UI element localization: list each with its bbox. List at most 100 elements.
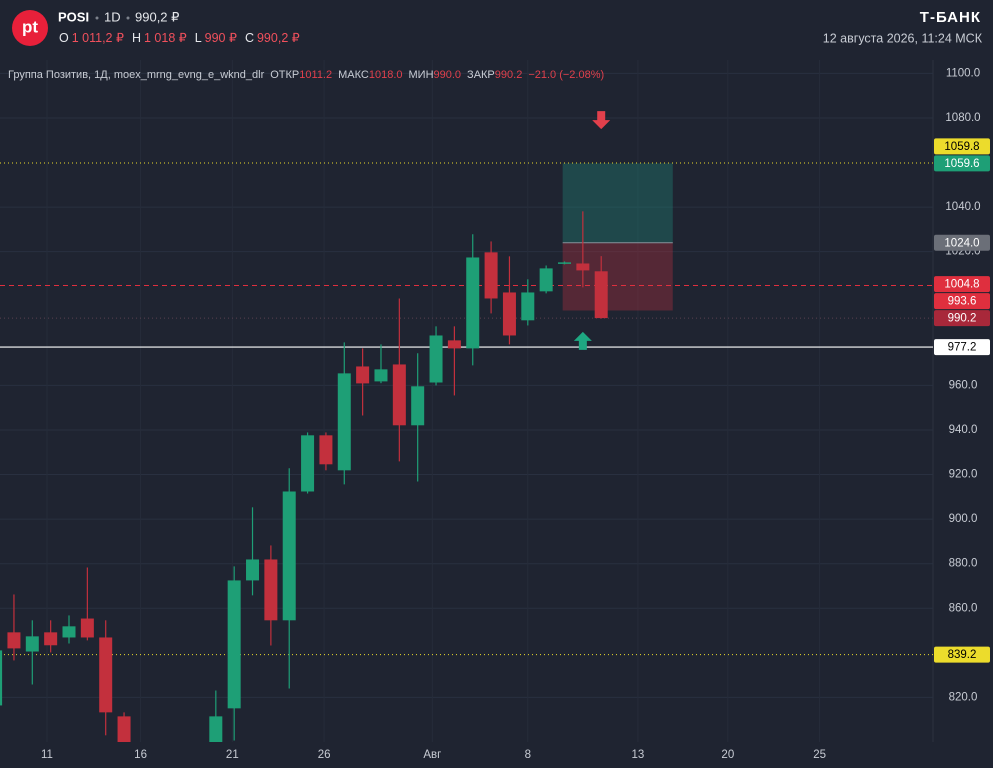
plot — [0, 60, 933, 742]
legend: Группа Позитив, 1Д, moex_mrng_evng_e_wkn… — [8, 69, 604, 81]
y-tick-label: 860.0 — [949, 602, 978, 614]
candle-body — [99, 637, 113, 713]
x-tick-label: 16 — [134, 749, 147, 761]
x-tick-label: 20 — [721, 749, 734, 761]
candle-body — [429, 335, 443, 383]
legend-label: ЗАКР — [467, 69, 495, 81]
price-label-bg — [934, 646, 990, 663]
legend-value: 990.2 — [495, 69, 523, 81]
y-tick-label: 1040.0 — [945, 201, 980, 213]
candle-body — [502, 292, 516, 336]
x-tick-label: 11 — [41, 749, 53, 761]
y-tick-label: 900.0 — [949, 513, 978, 525]
logo-text: pt — [22, 17, 38, 36]
separator — [126, 16, 130, 20]
price-label-bg — [934, 276, 990, 293]
candle-body — [246, 559, 260, 581]
candle-body — [319, 435, 333, 465]
y-tick-label: 820.0 — [949, 691, 978, 703]
candle-body — [44, 632, 58, 646]
ohlc-label: L — [195, 31, 202, 45]
candle-body — [227, 580, 241, 709]
candle-body — [392, 364, 406, 426]
price-label: 993.6 — [948, 296, 977, 308]
x-tick-label: Авг — [423, 749, 441, 761]
candle-body — [594, 271, 608, 319]
interval: 1D — [104, 9, 121, 24]
ohlc-label: O — [59, 31, 69, 45]
candle-body — [447, 340, 461, 349]
legend-label: МИН — [409, 69, 434, 81]
candle-body — [7, 632, 21, 649]
x-tick-label: 21 — [226, 749, 239, 761]
price-label-bg — [934, 339, 990, 356]
stop-zone — [562, 242, 673, 311]
price-label: 839.2 — [948, 649, 977, 661]
candle-body — [539, 268, 553, 292]
ohlc-value: 990,2 ₽ — [257, 31, 300, 45]
price-label-bg — [934, 155, 990, 172]
candle-body — [521, 292, 535, 321]
legend-label: МАКС — [338, 69, 369, 81]
y-tick-label: 920.0 — [949, 469, 978, 481]
candle-body — [80, 618, 94, 638]
y-tick-label: 1080.0 — [945, 112, 980, 124]
price-label-bg — [934, 138, 990, 155]
target-zone — [562, 163, 673, 243]
candle-body — [484, 252, 498, 299]
y-tick-label: 1100.0 — [946, 67, 980, 79]
candle-body — [557, 262, 571, 264]
candle-body — [62, 626, 76, 638]
legend-value: 1018.0 — [369, 69, 403, 81]
candle-body — [301, 435, 315, 492]
brand: Т-БАНК — [920, 9, 981, 26]
y-tick-label: 940.0 — [949, 424, 978, 436]
ohlc-label: H — [132, 31, 141, 45]
ohlc-value: 1 011,2 ₽ — [72, 31, 124, 45]
datetime: 12 августа 2026, 11:24 МСК — [823, 31, 983, 45]
price-label: 977.2 — [948, 342, 977, 354]
candle-body — [209, 716, 223, 742]
price-label: 1059.6 — [944, 158, 979, 170]
price: 990,2 ₽ — [135, 9, 179, 24]
candle-body — [576, 263, 590, 271]
candle-body — [264, 559, 278, 621]
price-label-bg — [934, 293, 990, 310]
x-tick-label: 13 — [632, 749, 645, 761]
candle-body — [374, 369, 388, 382]
price-label-bg — [934, 234, 990, 251]
candle-body — [0, 650, 3, 706]
candle-body — [117, 716, 131, 742]
x-tick-label: 26 — [318, 749, 331, 761]
x-tick-label: 25 — [813, 749, 826, 761]
ohlc-value: 1 018 ₽ — [144, 31, 187, 45]
candle-body — [337, 373, 351, 471]
ohlc-value: 990 ₽ — [205, 31, 237, 45]
signal-arrow — [573, 331, 592, 350]
candle-body — [466, 257, 480, 349]
price-label: 990.2 — [948, 313, 977, 325]
signal-arrow — [592, 111, 611, 130]
legend-value: 1011.2 — [299, 69, 332, 81]
x-tick-label: 8 — [525, 749, 531, 761]
ohlc-label: C — [245, 31, 254, 45]
y-tick-label: 880.0 — [949, 558, 978, 570]
price-label: 1059.8 — [944, 141, 979, 153]
legend-change: −21.0 (−2.08%) — [528, 69, 604, 81]
separator — [95, 16, 99, 20]
price-label: 1004.8 — [944, 279, 979, 291]
candle-body — [282, 491, 296, 621]
price-label: 1024.0 — [944, 237, 979, 249]
legend-label: ОТКР — [270, 69, 299, 81]
legend-value: 990.0 — [434, 69, 462, 81]
ticker: POSI — [58, 9, 89, 24]
y-tick-label: 960.0 — [949, 379, 978, 391]
logo — [12, 10, 48, 46]
legend-name: Группа Позитив, 1Д, moex_mrng_evng_e_wkn… — [8, 69, 265, 81]
candle-body — [356, 366, 370, 384]
candle-body — [25, 636, 39, 652]
